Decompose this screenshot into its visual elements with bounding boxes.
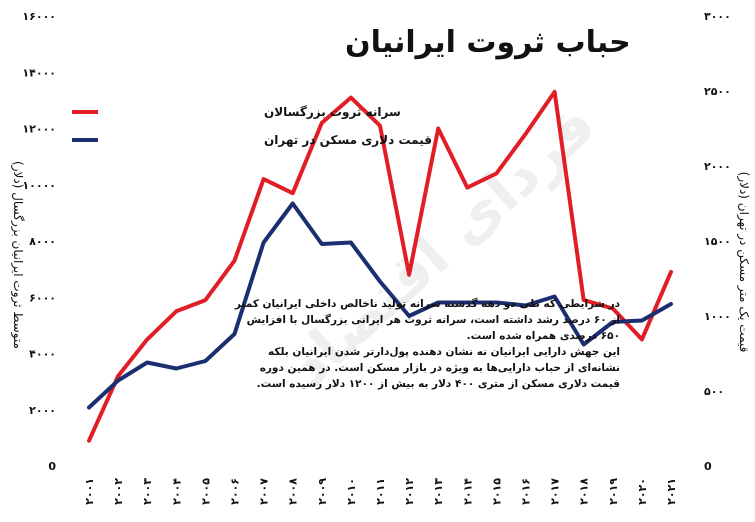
- x-tick-label: ۲۰۱۰: [345, 478, 358, 505]
- right-tick-label: ۵۰۰: [704, 385, 724, 398]
- x-tick-label: ۲۰۲۰: [636, 478, 649, 505]
- left-tick-label: ۲۰۰۰: [29, 404, 56, 417]
- chart-title: حباب ثروت ایرانیان: [345, 25, 631, 60]
- right-tick-label: ۱۰۰۰: [704, 310, 731, 323]
- x-tick-label: ۲۰۱۴: [461, 478, 474, 505]
- x-tick-label: ۲۰۱۷: [549, 478, 562, 505]
- x-tick-label: ۲۰۱۹: [607, 478, 620, 505]
- x-tick-label: ۲۰۰۷: [258, 478, 271, 505]
- annotation-paragraph-1: در شرایطی که طی دو دهه گذشته سرانه تولید…: [234, 298, 620, 342]
- right-tick-label: 0: [704, 460, 712, 473]
- legend: سرانه ثروت بزرگسالان قیمت دلاری مسکن در …: [72, 105, 432, 147]
- x-tick-label: ۲۰۱۱: [374, 478, 387, 505]
- left-tick-label: ۱۴۰۰۰: [22, 66, 56, 79]
- x-tick-label: ۲۰۲۱: [665, 478, 678, 505]
- x-tick-label: ۲۰۰۹: [316, 478, 329, 505]
- left-tick-label: ۱۲۰۰۰: [22, 123, 56, 136]
- x-tick-label: ۲۰۱۵: [490, 478, 503, 505]
- legend-label-wealth: سرانه ثروت بزرگسالان: [264, 105, 401, 120]
- left-axis-ticks: 0 ۲۰۰۰ ۴۰۰۰ ۶۰۰۰ ۸۰۰۰ ۱۰۰۰۰ ۱۲۰۰۰ ۱۴۰۰۰ ۱۶۰۰۰: [22, 10, 56, 473]
- housing-series-line: [87, 201, 673, 410]
- x-tick-label: ۲۰۱۶: [520, 478, 533, 505]
- x-tick-label: ۲۰۱۳: [432, 478, 445, 505]
- x-tick-label: ۲۰۱۸: [578, 478, 591, 505]
- legend-label-housing: قیمت دلاری مسکن در تهران: [264, 133, 432, 147]
- x-axis-ticks: ۲۰۰۱ ۲۰۰۲ ۲۰۰۳ ۲۰۰۴ ۲۰۰۵ ۲۰۰۶ ۲۰۰۷ ۲۰۰۸ ۲۰۰۹ ۲۰۱۰…: [83, 478, 678, 505]
- left-tick-label: ۱۰۰۰۰: [22, 179, 56, 192]
- right-axis-ticks: 0 ۵۰۰ ۱۰۰۰ ۱۵۰۰ ۲۰۰۰ ۲۵۰۰ ۳۰۰۰: [704, 10, 731, 473]
- x-tick-label: ۲۰۰۶: [229, 478, 242, 505]
- annotation-paragraph-2: این جهش دارایی ایرانیان نه نشان دهنده پو…: [256, 346, 620, 390]
- right-tick-label: ۱۵۰۰: [704, 235, 731, 248]
- x-tick-label: ۲۰۰۲: [112, 478, 125, 505]
- right-tick-label: ۲۵۰۰: [704, 85, 731, 98]
- series-layer: [87, 89, 673, 443]
- left-axis-title: متوسط ثروت ایرانیان بزرگسال (دلار): [10, 161, 25, 349]
- left-tick-label: 0: [48, 460, 56, 473]
- left-tick-label: ۶۰۰۰: [29, 291, 56, 304]
- right-axis-title: قیمت یک متر مسکن در تهران (دلار): [736, 172, 751, 353]
- annotation-text: در شرایطی که طی دو دهه گذشته سرانه تولید…: [232, 296, 620, 392]
- left-tick-label: ۴۰۰۰: [29, 348, 56, 361]
- x-tick-label: ۲۰۰۱: [83, 478, 96, 505]
- left-tick-label: ۸۰۰۰: [29, 235, 56, 248]
- x-tick-label: ۲۰۰۴: [170, 478, 183, 505]
- left-tick-label: ۱۶۰۰۰: [22, 10, 56, 23]
- x-tick-label: ۲۰۰۵: [199, 478, 212, 505]
- right-tick-label: ۲۰۰۰: [704, 160, 731, 173]
- x-tick-label: ۲۰۰۸: [287, 478, 300, 505]
- wealth-series-line: [87, 89, 673, 443]
- x-tick-label: ۲۰۰۳: [141, 478, 154, 505]
- x-tick-label: ۲۰۱۲: [403, 478, 416, 505]
- right-tick-label: ۳۰۰۰: [704, 10, 731, 23]
